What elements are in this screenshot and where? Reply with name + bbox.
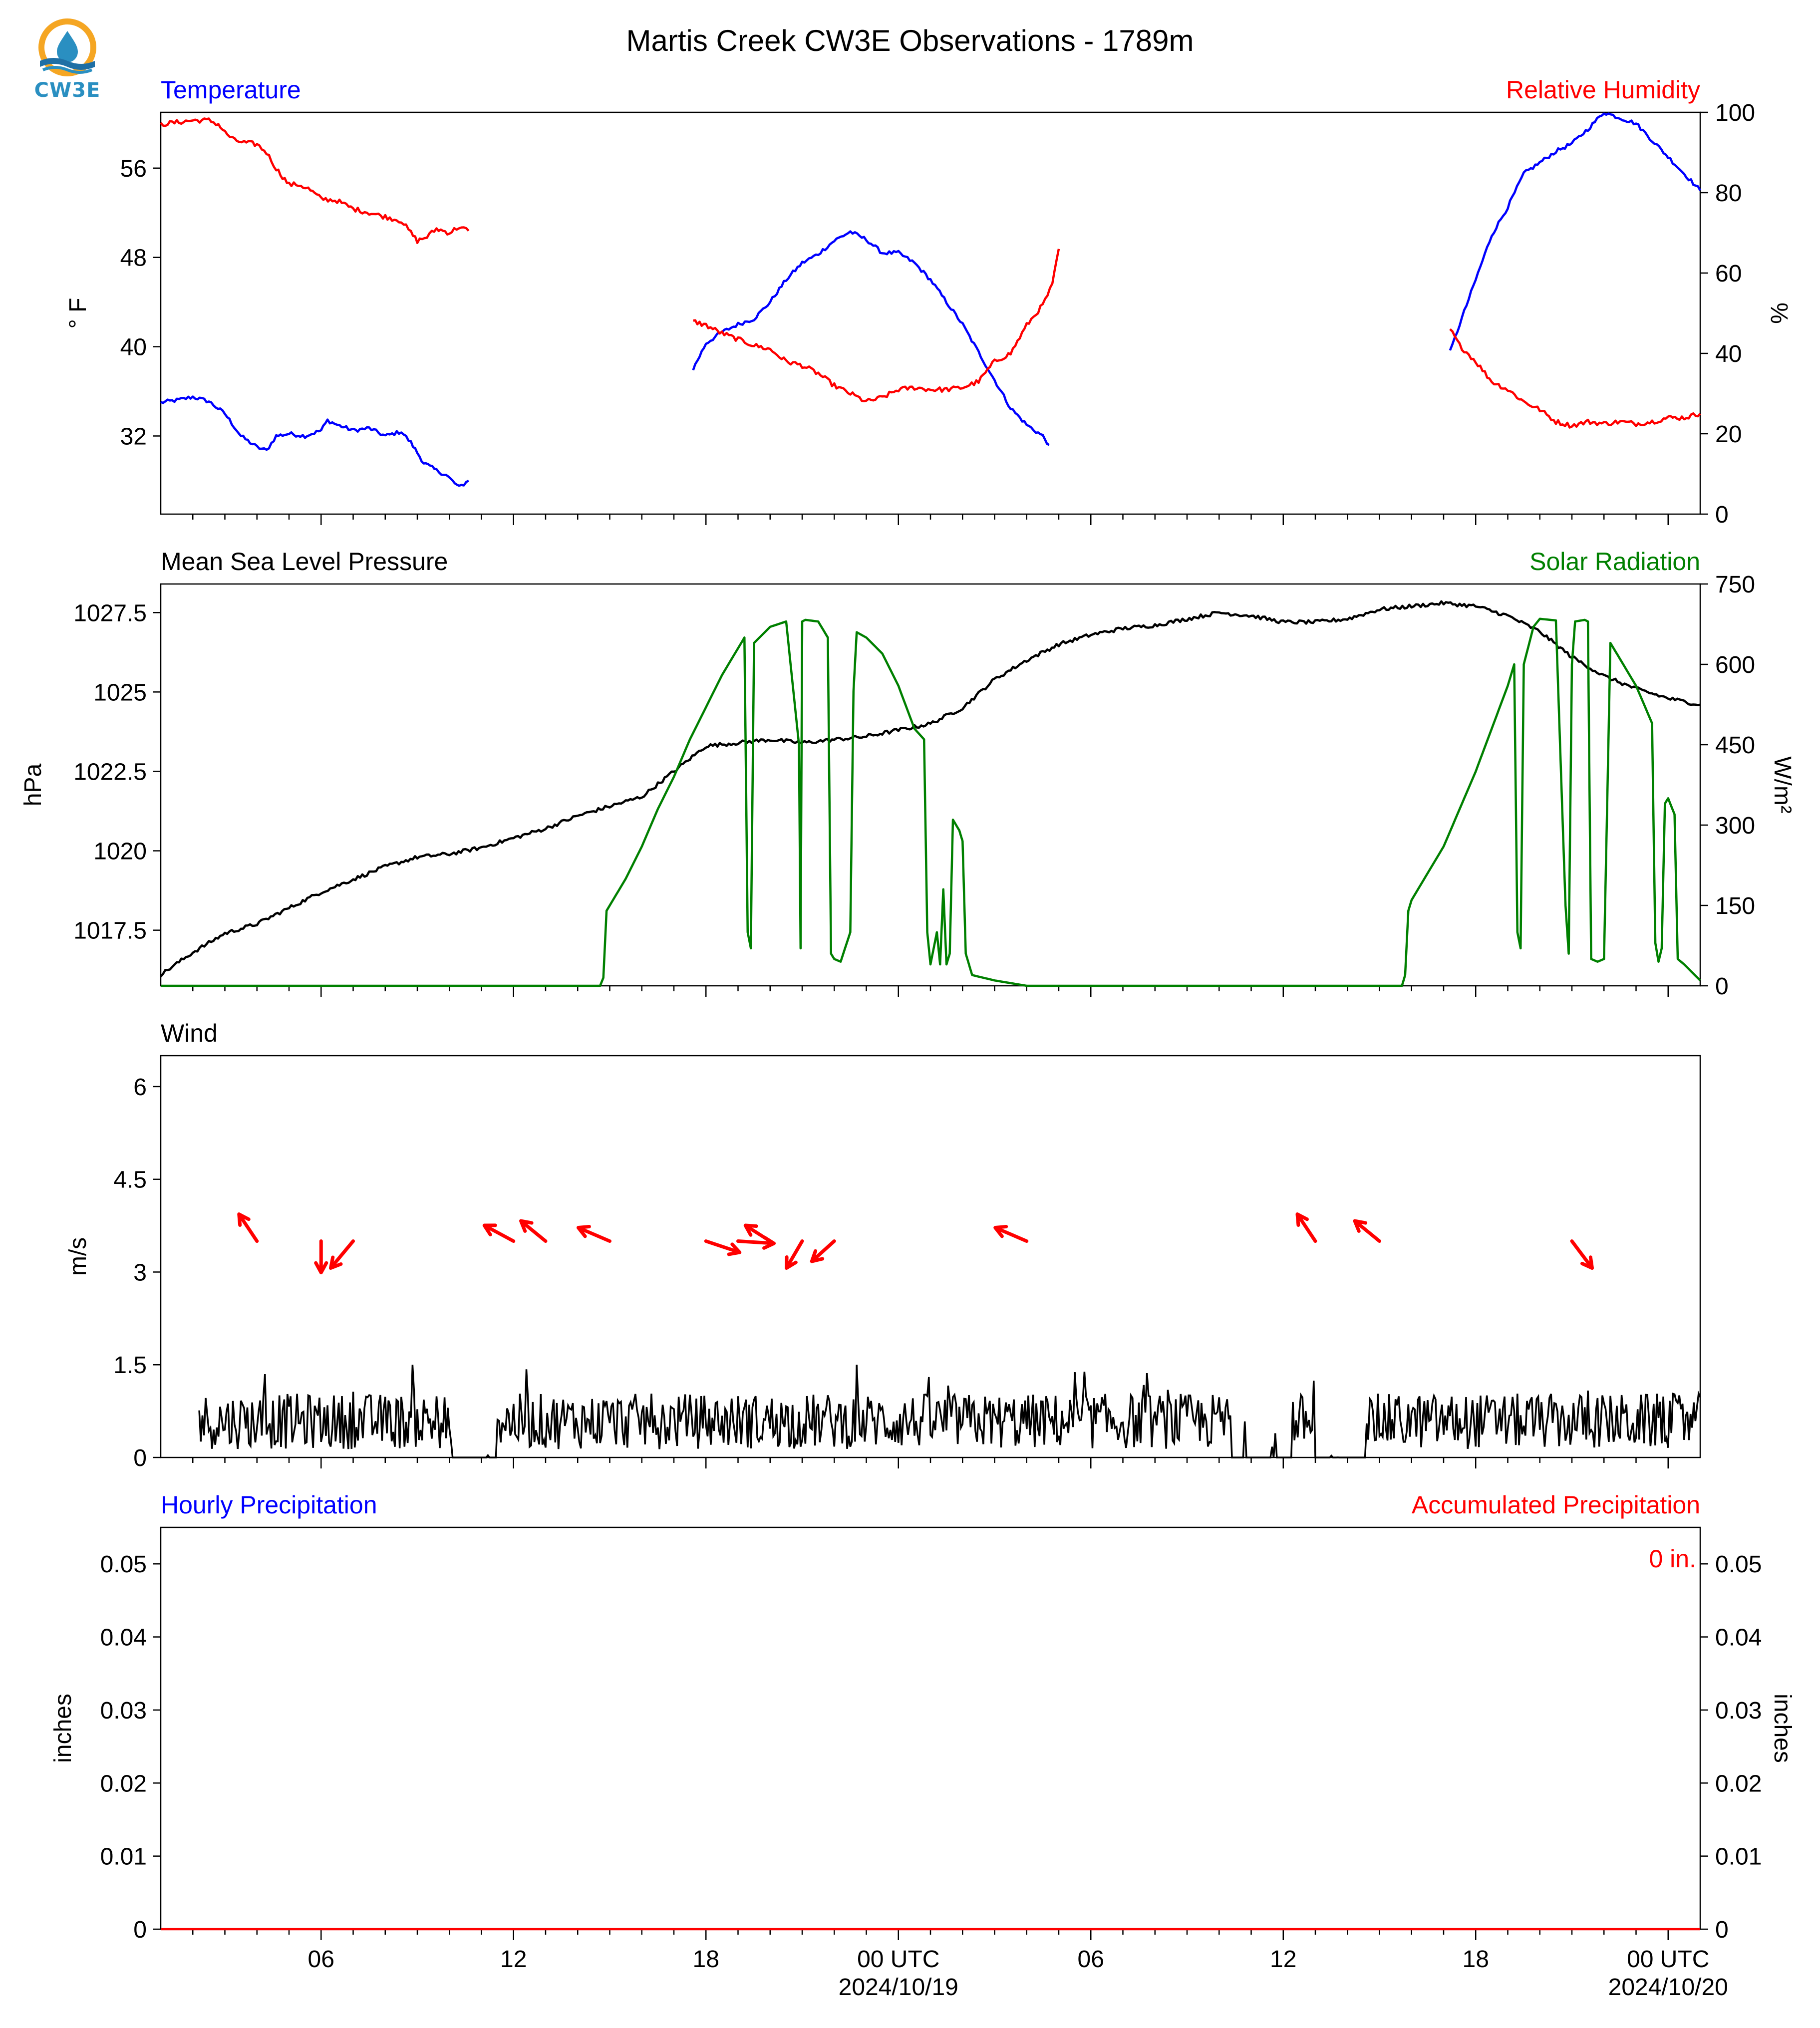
y-tick-label-left: 48 xyxy=(120,245,147,272)
panel-right-label: Accumulated Precipitation xyxy=(1412,1491,1700,1519)
x-tick-label: 06 xyxy=(1078,1946,1104,1973)
y-tick-label-left: 0.02 xyxy=(100,1770,147,1797)
logo-text: CW3E xyxy=(34,79,101,102)
y-tick-label-right: 0 xyxy=(1715,1917,1729,1943)
temperature-line xyxy=(692,230,1050,446)
x-tick-label: 00 UTC xyxy=(857,1946,939,1973)
y-tick-label-left: 40 xyxy=(120,334,147,361)
y-tick-label-left: 32 xyxy=(120,423,147,450)
panel-left-label: Mean Sea Level Pressure xyxy=(161,548,448,576)
wind-direction-arrow xyxy=(482,1223,516,1243)
y-tick-label-left: 1.5 xyxy=(113,1352,147,1379)
y-tick-label-right: 0 xyxy=(1715,973,1729,1000)
wind-direction-arrow xyxy=(237,1212,259,1243)
panel-frame xyxy=(160,1055,1701,1458)
relative-humidity-line xyxy=(1449,328,1701,429)
wind-direction-arrow xyxy=(1353,1219,1381,1243)
y-tick-label-left: 0 xyxy=(133,1917,147,1943)
wind-direction-arrow xyxy=(577,1224,611,1243)
panel-left-label: Hourly Precipitation xyxy=(161,1491,377,1519)
y-tick-label-right: 0.04 xyxy=(1715,1625,1762,1651)
y-axis-label-left: ° F xyxy=(65,298,91,329)
y-tick-label-right: 0.01 xyxy=(1715,1844,1762,1870)
panel-frame xyxy=(160,111,1701,515)
y-tick-label-left: 0.03 xyxy=(100,1698,147,1724)
y-tick-label-right: 40 xyxy=(1715,341,1742,367)
wind-speed-line xyxy=(198,1365,1701,1458)
y-tick-label-left: 4.5 xyxy=(113,1167,147,1193)
wind-direction-arrow xyxy=(314,1239,328,1275)
panel-right-label: Relative Humidity xyxy=(1506,76,1700,104)
y-axis-label-left: inches xyxy=(50,1694,76,1763)
wind-direction-arrow xyxy=(743,1223,772,1243)
wind-direction-arrow xyxy=(993,1224,1029,1243)
wind-direction-arrow xyxy=(704,1239,742,1256)
x-tick-label: 00 UTC xyxy=(1627,1946,1709,1973)
mean-sea-level-pressure-line xyxy=(160,600,1701,977)
panel-2: Mean Sea Level Pressure Solar Radiation 10… xyxy=(20,548,1796,1000)
y-tick-label-left: 6 xyxy=(133,1074,147,1101)
wind-direction-arrow xyxy=(785,1239,804,1270)
y-tick-label-left: 0.05 xyxy=(100,1551,147,1578)
y-tick-label-left: 1020 xyxy=(93,839,147,865)
y-tick-label-right: 0.02 xyxy=(1715,1770,1762,1797)
wind-direction-arrow xyxy=(1570,1239,1594,1270)
y-tick-label-right: 750 xyxy=(1715,572,1755,598)
y-tick-label-left: 0.01 xyxy=(100,1844,147,1870)
wind-direction-arrow xyxy=(810,1239,836,1263)
temperature-line xyxy=(1449,112,1701,351)
y-tick-label-right: 60 xyxy=(1715,261,1742,287)
y-tick-label-right: 100 xyxy=(1715,100,1755,126)
y-tick-label-right: 300 xyxy=(1715,813,1755,839)
temperature-line xyxy=(160,395,469,487)
x-tick-label: 12 xyxy=(1270,1946,1296,1973)
y-tick-label-right: 600 xyxy=(1715,652,1755,678)
y-tick-label-left: 0.04 xyxy=(100,1625,147,1651)
y-tick-label-left: 1025 xyxy=(93,679,147,706)
y-tick-label-right: 150 xyxy=(1715,893,1755,919)
x-tick-label: 06 xyxy=(308,1946,334,1973)
y-tick-label-right: 80 xyxy=(1715,180,1742,207)
wind-direction-arrow xyxy=(329,1239,355,1270)
y-axis-label-right: inches xyxy=(1769,1694,1796,1763)
panel-4: Hourly Precipitation Accumulated Precipit… xyxy=(50,1491,1796,2001)
x-tick-date-label: 2024/10/19 xyxy=(839,1974,958,2001)
y-tick-label-left: 0 xyxy=(133,1445,147,1471)
panel-frame xyxy=(160,1526,1701,1930)
panel-3: Wind 0 1.5 3 4.5 6 m/s xyxy=(65,1019,1701,1471)
panel-left-label: Wind xyxy=(161,1019,218,1047)
x-tick-label: 12 xyxy=(500,1946,527,1973)
y-tick-label-left: 1022.5 xyxy=(73,759,147,785)
cw3e-logo: CW3E xyxy=(30,15,105,105)
chart-title: Martis Creek CW3E Observations - 1789m xyxy=(626,24,1194,57)
x-tick-date-label: 2024/10/20 xyxy=(1608,1974,1728,2001)
x-tick-label: 18 xyxy=(693,1946,719,1973)
logo-emblem-icon xyxy=(38,18,96,76)
y-tick-label-right: 450 xyxy=(1715,732,1755,759)
y-tick-label-left: 56 xyxy=(120,156,147,182)
panel-1: Temperature Relative Humidity 32 40 48 56 0 20 4… xyxy=(65,76,1792,528)
panel-left-label: Temperature xyxy=(161,76,301,104)
y-axis-label-right: W/m² xyxy=(1769,756,1796,814)
wind-direction-arrow xyxy=(1295,1212,1317,1243)
y-tick-label-right: 20 xyxy=(1715,421,1742,448)
y-axis-label-right: % xyxy=(1766,302,1792,324)
y-tick-label-right: 0.05 xyxy=(1715,1551,1762,1578)
y-tick-label-left: 1017.5 xyxy=(73,918,147,944)
wind-direction-arrow xyxy=(519,1219,548,1243)
y-axis-label-left: m/s xyxy=(65,1237,91,1276)
y-tick-label-left: 1027.5 xyxy=(73,600,147,626)
y-tick-label-right: 0.03 xyxy=(1715,1698,1762,1724)
relative-humidity-line xyxy=(160,117,470,244)
relative-humidity-line xyxy=(693,249,1060,403)
accum-precip-annotation: 0 in. xyxy=(1649,1545,1696,1573)
y-axis-label-left: hPa xyxy=(20,763,46,806)
y-tick-label-right: 0 xyxy=(1715,502,1729,528)
x-tick-label: 18 xyxy=(1463,1946,1489,1973)
solar-radiation-line xyxy=(161,617,1701,987)
y-tick-label-left: 3 xyxy=(133,1259,147,1286)
panel-right-label: Solar Radiation xyxy=(1529,548,1700,576)
